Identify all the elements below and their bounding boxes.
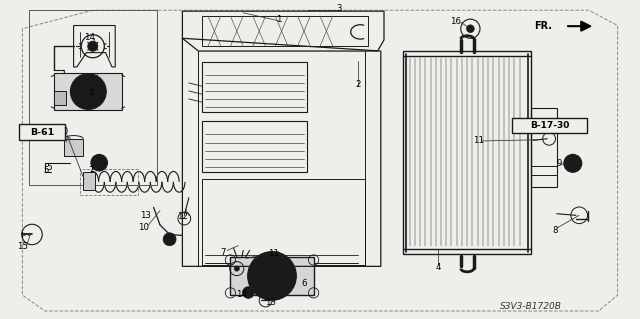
Circle shape <box>88 41 98 51</box>
Bar <box>531 108 557 187</box>
Text: 7: 7 <box>89 166 94 175</box>
Circle shape <box>248 252 296 300</box>
Text: 14: 14 <box>236 290 248 299</box>
Text: 6: 6 <box>301 279 307 288</box>
Text: 5: 5 <box>44 166 49 174</box>
Bar <box>54 73 122 110</box>
Text: 14: 14 <box>84 33 95 42</box>
Circle shape <box>234 266 239 271</box>
Text: B-17-30: B-17-30 <box>530 121 569 130</box>
Text: 13: 13 <box>265 298 276 307</box>
Text: 11: 11 <box>268 249 280 258</box>
Text: 3: 3 <box>337 4 342 13</box>
Text: 13: 13 <box>140 211 152 220</box>
Text: 1: 1 <box>276 15 281 24</box>
Circle shape <box>467 25 474 33</box>
Text: 11: 11 <box>473 137 484 145</box>
Circle shape <box>243 287 254 298</box>
Text: 7: 7 <box>220 248 225 256</box>
Circle shape <box>70 74 106 109</box>
Bar <box>29 10 157 185</box>
Bar <box>230 257 314 295</box>
Bar <box>202 16 368 46</box>
Text: S3V3-B1720B: S3V3-B1720B <box>500 302 562 311</box>
Text: 5: 5 <box>46 163 52 172</box>
Text: 4: 4 <box>436 263 441 272</box>
Circle shape <box>260 264 284 287</box>
Bar <box>202 62 307 112</box>
Text: 16: 16 <box>450 17 461 26</box>
Text: 9: 9 <box>556 159 561 168</box>
Bar <box>80 169 138 195</box>
Text: B-61: B-61 <box>30 128 54 137</box>
Text: 10: 10 <box>138 223 150 232</box>
Circle shape <box>81 84 96 99</box>
Bar <box>202 179 365 265</box>
Bar <box>202 121 307 172</box>
Text: 15: 15 <box>17 242 28 251</box>
Bar <box>19 124 65 140</box>
Text: FR.: FR. <box>534 21 552 31</box>
Text: 7: 7 <box>89 89 94 98</box>
Bar <box>83 172 95 190</box>
Text: 12: 12 <box>177 212 188 221</box>
Bar <box>403 51 531 254</box>
Circle shape <box>91 154 108 171</box>
Circle shape <box>163 233 176 246</box>
Bar <box>54 91 66 105</box>
Bar <box>64 139 83 156</box>
Bar <box>512 118 587 133</box>
Circle shape <box>569 160 577 167</box>
Text: 2: 2 <box>356 80 361 89</box>
Text: 8: 8 <box>552 226 557 235</box>
Circle shape <box>564 154 582 172</box>
